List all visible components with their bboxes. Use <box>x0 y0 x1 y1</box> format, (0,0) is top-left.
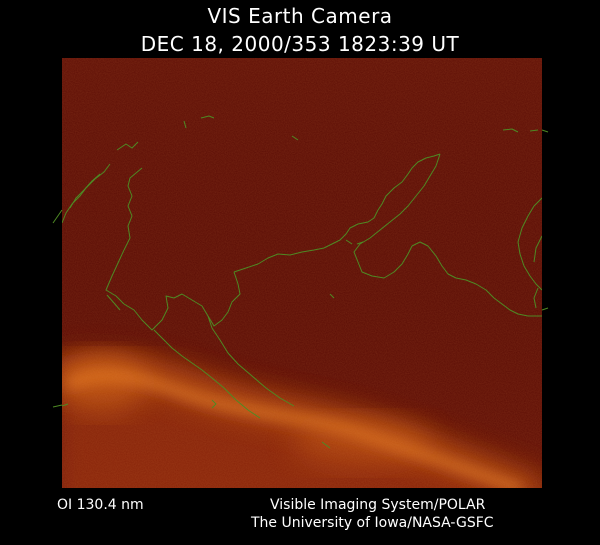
filter-wavelength-label: OI 130.4 nm <box>57 497 144 513</box>
institution-credit: The University of Iowa/NASA-GSFC <box>251 515 494 531</box>
instrument-credit: Visible Imaging System/POLAR <box>270 497 486 513</box>
image-timestamp: DEC 18, 2000/353 1823:39 UT <box>140 32 460 56</box>
image-title: VIS Earth Camera <box>207 4 393 28</box>
auroral-image <box>62 58 542 488</box>
coastline-overlay <box>62 115 542 449</box>
earth-camera-frame <box>62 58 542 488</box>
